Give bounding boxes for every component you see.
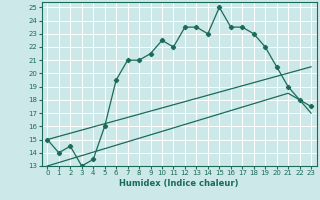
X-axis label: Humidex (Indice chaleur): Humidex (Indice chaleur): [119, 179, 239, 188]
